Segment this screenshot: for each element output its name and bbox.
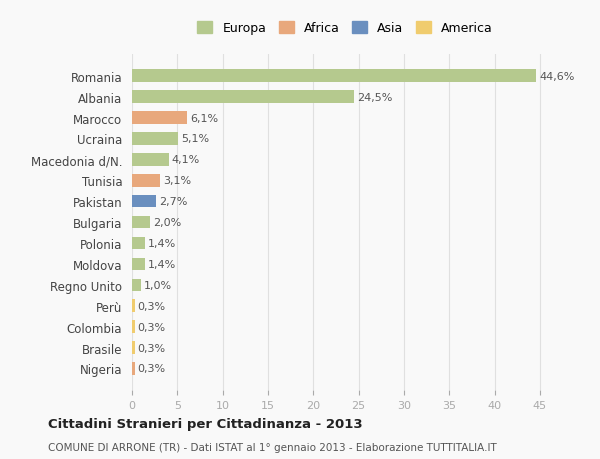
Text: 1,4%: 1,4% [148,259,176,269]
Text: 2,7%: 2,7% [159,197,188,207]
Text: 2,0%: 2,0% [153,218,181,228]
Text: 0,3%: 0,3% [137,364,166,374]
Bar [132,216,150,229]
Text: 24,5%: 24,5% [357,92,392,102]
Text: Cittadini Stranieri per Cittadinanza - 2013: Cittadini Stranieri per Cittadinanza - 2… [48,417,362,430]
Bar [132,321,135,333]
Bar [132,341,135,354]
Text: 0,3%: 0,3% [137,322,166,332]
Bar [132,112,187,124]
Text: COMUNE DI ARRONE (TR) - Dati ISTAT al 1° gennaio 2013 - Elaborazione TUTTITALIA.: COMUNE DI ARRONE (TR) - Dati ISTAT al 1°… [48,442,497,452]
Bar [132,279,141,291]
Text: 5,1%: 5,1% [181,134,209,144]
Bar [132,70,536,83]
Text: 1,0%: 1,0% [144,280,172,290]
Bar [132,237,145,250]
Text: 44,6%: 44,6% [539,72,574,82]
Legend: Europa, Africa, Asia, America: Europa, Africa, Asia, America [194,18,496,39]
Bar [132,174,160,187]
Bar [132,196,157,208]
Text: 0,3%: 0,3% [137,301,166,311]
Bar [132,154,169,166]
Text: 1,4%: 1,4% [148,239,176,248]
Text: 6,1%: 6,1% [190,113,218,123]
Text: 4,1%: 4,1% [172,155,200,165]
Bar [132,91,354,104]
Bar [132,258,145,271]
Text: 0,3%: 0,3% [137,343,166,353]
Bar [132,363,135,375]
Text: 3,1%: 3,1% [163,176,191,186]
Bar [132,300,135,312]
Bar [132,133,178,146]
